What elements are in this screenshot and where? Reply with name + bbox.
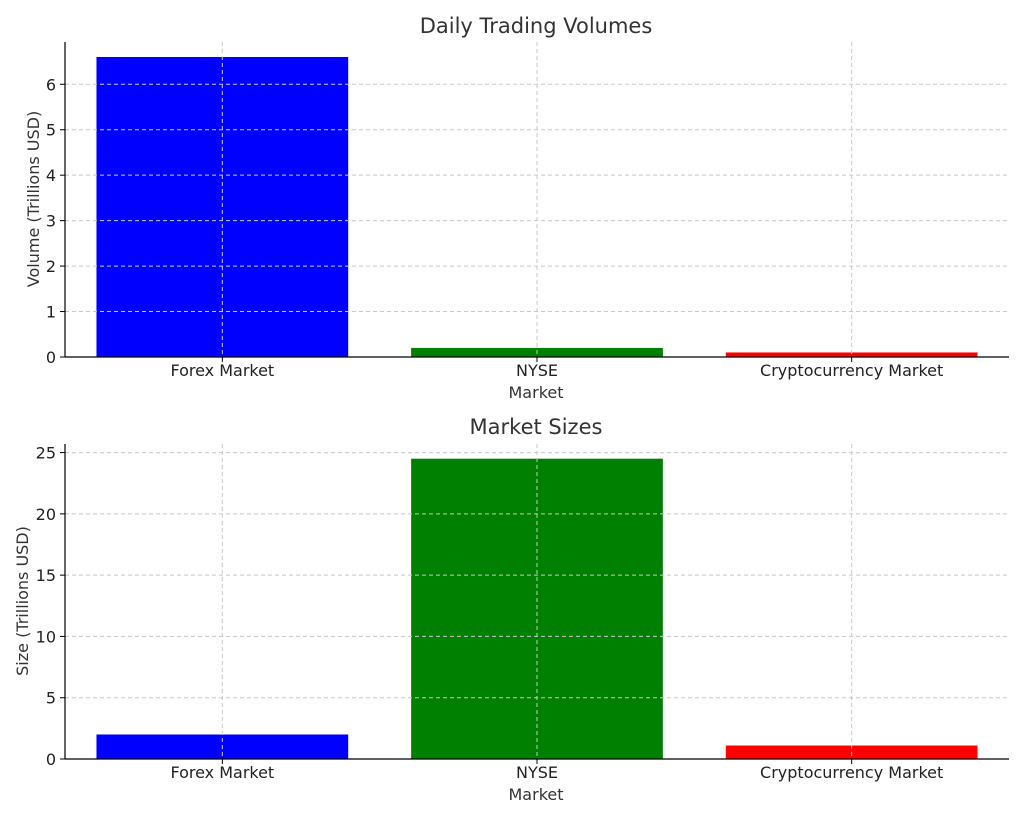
x-tick-label: Cryptocurrency Market (760, 361, 943, 380)
chart-daily-trading-volumes: Daily Trading Volumes Volume (Trillions … (24, 14, 1009, 402)
x-tick-label: Cryptocurrency Market (760, 763, 943, 782)
y-axis-label: Volume (Trillions USD) (24, 111, 43, 287)
x-axis-label: Market (509, 383, 564, 402)
y-tick-label: 6 (46, 75, 56, 94)
plot-area: 0 5 10 15 20 25 Forex Market NYSE Cryptocurrency… (36, 444, 1009, 782)
y-tick-label: 0 (46, 750, 56, 769)
y-tick-label: 10 (36, 627, 56, 646)
y-tick-label: 5 (46, 121, 56, 140)
x-tick-label: NYSE (516, 361, 558, 380)
y-axis-label: Size (Trillions USD) (13, 526, 32, 676)
x-tick-label: Forex Market (170, 361, 274, 380)
y-tick-label: 1 (46, 303, 56, 322)
y-tick-label: 15 (36, 566, 56, 585)
y-tick-label: 25 (36, 444, 56, 463)
bar-cryptocurrency-market (725, 352, 978, 357)
y-tick-label: 0 (46, 348, 56, 367)
chart-title: Market Sizes (470, 415, 603, 439)
y-tick-label: 4 (46, 166, 56, 185)
x-tick-label: NYSE (516, 763, 558, 782)
x-tick-label: Forex Market (170, 763, 274, 782)
y-tick-label: 5 (46, 689, 56, 708)
y-tick-label: 3 (46, 212, 56, 231)
x-axis-label: Market (509, 785, 564, 804)
chart-market-sizes: Market Sizes Size (Trillions USD) Market… (13, 415, 1009, 804)
chart-title: Daily Trading Volumes (420, 14, 653, 38)
y-tick-label: 20 (36, 505, 56, 524)
plot-area: 0 1 2 3 4 5 6 Forex Market NYSE Cryptocurrency Ma… (46, 42, 1009, 380)
y-tick-label: 2 (46, 257, 56, 276)
